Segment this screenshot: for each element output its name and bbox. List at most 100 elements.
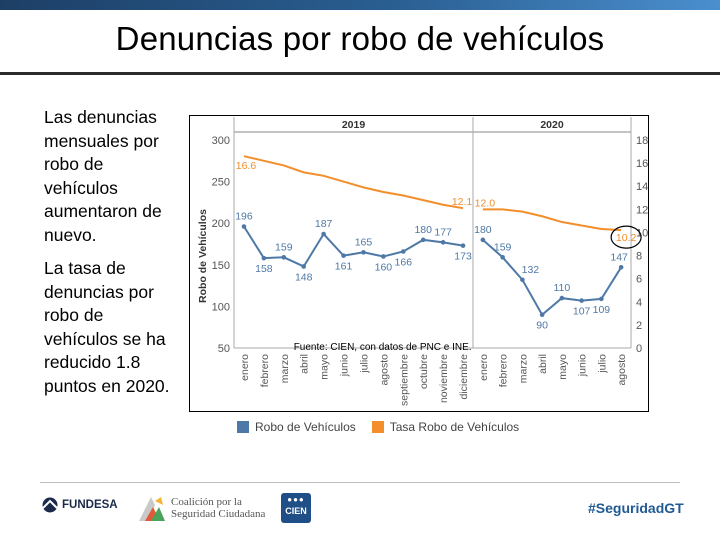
robo-point-2020 xyxy=(520,277,525,283)
robo-data-label-2020: 147 xyxy=(610,251,628,263)
robo-point-2019 xyxy=(341,253,346,258)
robo-data-label-2020: 109 xyxy=(593,304,611,316)
robo-point-2019 xyxy=(420,237,426,243)
robo-point-2020 xyxy=(559,295,565,301)
summary-text: Las denuncias mensuales por robo de vehí… xyxy=(44,106,176,408)
month-label-2020: enero xyxy=(478,354,490,381)
robo-data-label-2020: 90 xyxy=(536,320,548,332)
left-axis-title: Robo de Vehículos xyxy=(197,209,209,303)
fundesa-text: FUNDESA xyxy=(62,499,118,511)
highlight-circle xyxy=(610,225,642,249)
source-annotation: Fuente: CIEN, con datos de PNC e INE. xyxy=(294,342,472,353)
robo-data-label-2019: 160 xyxy=(375,261,393,273)
robo-point-2020 xyxy=(618,264,624,270)
page-title: Denuncias por robo de vehículos xyxy=(115,20,605,57)
legend-label-tasa: Tasa Robo de Vehículos xyxy=(389,420,520,434)
robo-point-2019 xyxy=(440,240,446,245)
fundesa-logo: FUNDESA xyxy=(40,497,118,513)
right-tick-label: 14 xyxy=(636,181,648,193)
robo-point-2020 xyxy=(500,255,505,260)
title-divider xyxy=(0,72,720,75)
month-label-2020: julio xyxy=(596,354,608,374)
robo-data-label-2020: 107 xyxy=(573,306,591,318)
month-label-2019: agosto xyxy=(378,354,390,386)
robo-data-label-2020: 110 xyxy=(554,282,571,294)
chart-legend: Robo de Vehículos Tasa Robo de Vehículos xyxy=(237,420,535,434)
left-tick-label: 150 xyxy=(212,260,230,272)
right-tick-label: 6 xyxy=(636,274,642,286)
month-label-2019: noviembre xyxy=(438,354,450,403)
coalicion-line-2: Seguridad Ciudadana xyxy=(171,508,266,520)
robo-data-label-2019: 177 xyxy=(434,226,452,238)
robo-point-2019 xyxy=(361,250,366,255)
robo-point-2019 xyxy=(241,224,247,229)
month-label-2019: septiembre xyxy=(398,354,410,406)
month-label-2019: octubre xyxy=(418,354,430,389)
hashtag: #SeguridadGT xyxy=(588,500,684,516)
right-tick-label: 8 xyxy=(636,251,642,263)
month-label-2020: marzo xyxy=(517,354,529,383)
panel-header-2020: 2020 xyxy=(540,119,564,131)
chart-container: 2019 2020 50 100 150 200 250 300 0 2 4 6 8 10 12 14 16 18… xyxy=(189,115,649,412)
month-label-2019: junio xyxy=(339,354,351,377)
cien-text: CIEN xyxy=(285,506,307,516)
top-accent-bar xyxy=(0,0,720,10)
coalicion-icon xyxy=(139,497,165,521)
robo-data-label-2019: 161 xyxy=(335,261,353,273)
coalicion-line-1: Coalición por la xyxy=(171,496,242,508)
cien-logo: ●●● CIEN xyxy=(281,493,311,523)
month-label-2019: diciembre xyxy=(458,354,470,400)
robo-data-label-2019: 187 xyxy=(315,218,333,230)
fundesa-icon xyxy=(42,497,58,513)
month-label-2019: marzo xyxy=(279,354,291,383)
robo-data-label-2019: 196 xyxy=(235,211,253,223)
robo-point-2019 xyxy=(321,231,326,237)
month-label-2020: febrero xyxy=(498,354,510,387)
month-label-2019: febrero xyxy=(259,354,271,387)
right-tick-label: 0 xyxy=(636,343,642,355)
robo-point-2020 xyxy=(579,298,584,303)
robo-data-label-2020: 180 xyxy=(474,224,492,236)
right-tick-label: 16 xyxy=(636,158,648,170)
tasa-label-2020-first: 12.0 xyxy=(475,197,496,209)
legend-label-robo: Robo de Vehículos xyxy=(255,420,356,434)
right-tick-label: 18 xyxy=(636,135,648,147)
robo-point-2020 xyxy=(539,312,545,318)
month-label-2019: abril xyxy=(299,354,311,374)
tasa-label-2019-last: 12.1 xyxy=(452,196,473,208)
month-label-2019: julio xyxy=(358,354,370,374)
cien-dots-icon: ●●● xyxy=(287,495,305,504)
robo-data-label-2019: 180 xyxy=(414,224,432,236)
tasa-line-2020 xyxy=(482,208,622,232)
robo-point-2020 xyxy=(599,296,604,302)
robo-point-2019 xyxy=(381,254,386,259)
summary-paragraph-2: La tasa de denuncias por robo de vehícul… xyxy=(44,258,170,396)
month-label-2020: abril xyxy=(537,354,549,374)
robo-point-2019 xyxy=(301,264,307,269)
left-tick-label: 50 xyxy=(218,343,230,355)
month-label-2019: enero xyxy=(239,354,251,381)
robo-data-label-2019: 173 xyxy=(454,251,472,263)
robo-data-label-2019: 159 xyxy=(275,241,293,253)
legend-item-robo: Robo de Vehículos xyxy=(237,420,356,434)
left-tick-label: 100 xyxy=(212,301,230,313)
coalicion-text: Coalición por la Seguridad Ciudadana xyxy=(171,496,265,520)
panel-header-2019: 2019 xyxy=(342,119,366,131)
robo-point-2019 xyxy=(460,243,466,248)
month-label-2020: agosto xyxy=(616,354,628,386)
coalicion-logo: Coalición por la Seguridad Ciudadana xyxy=(137,493,265,523)
legend-swatch-orange xyxy=(371,421,384,433)
legend-swatch-blue xyxy=(237,421,249,433)
month-label-2019: mayo xyxy=(319,354,331,380)
tasa-label-2020-last: 10.2 xyxy=(616,232,637,244)
left-tick-label: 200 xyxy=(212,218,230,230)
chart-svg: 2019 2020 50 100 150 200 250 300 0 2 4 6 8 10 12 14 16 18… xyxy=(197,117,648,406)
robo-point-2019 xyxy=(281,255,287,260)
right-tick-label: 10 xyxy=(636,227,648,239)
month-label-2020: junio xyxy=(577,354,589,377)
summary-paragraph-1: Las denuncias mensuales por robo de vehí… xyxy=(44,107,162,245)
legend-item-tasa: Tasa Robo de Vehículos xyxy=(371,420,520,434)
month-label-2020: mayo xyxy=(557,354,569,380)
robo-data-label-2020: 159 xyxy=(494,241,512,253)
left-tick-label: 250 xyxy=(212,177,230,189)
